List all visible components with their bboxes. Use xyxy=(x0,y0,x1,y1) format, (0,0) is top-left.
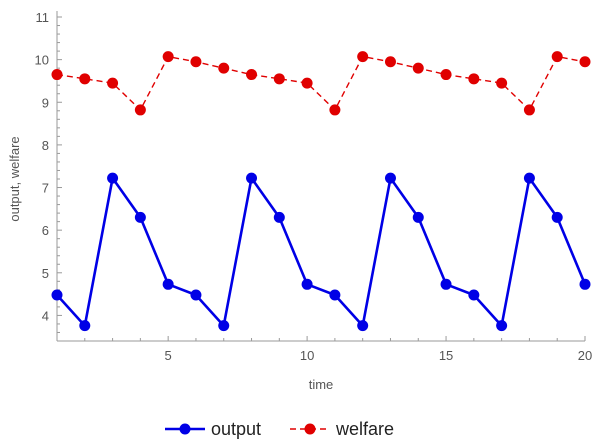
y-tick-label: 6 xyxy=(42,223,49,238)
data-point-welfare xyxy=(357,51,369,63)
x-tick-label: 10 xyxy=(300,348,314,363)
data-point-welfare xyxy=(523,104,535,116)
data-point-output xyxy=(162,278,174,290)
data-point-welfare xyxy=(190,56,202,68)
y-tick-label: 4 xyxy=(42,308,49,323)
data-point-welfare xyxy=(51,69,63,81)
data-point-output xyxy=(496,320,508,332)
legend-label-output: output xyxy=(211,419,261,439)
data-point-output xyxy=(440,278,452,290)
data-point-welfare xyxy=(468,73,480,85)
data-point-output xyxy=(357,320,369,332)
data-point-output xyxy=(523,172,535,184)
data-point-welfare xyxy=(218,62,230,74)
x-axis-title: time xyxy=(309,377,334,392)
data-point-output xyxy=(551,211,563,223)
y-tick-label: 10 xyxy=(35,53,49,68)
data-point-output xyxy=(301,278,313,290)
legend-marker-welfare xyxy=(304,423,316,435)
y-tick-label: 5 xyxy=(42,266,49,281)
legend-label-welfare: welfare xyxy=(335,419,394,439)
data-point-welfare xyxy=(440,69,452,81)
series-layer xyxy=(51,51,591,332)
data-point-welfare xyxy=(496,77,508,89)
data-point-output xyxy=(384,172,396,184)
data-point-output xyxy=(218,320,230,332)
data-point-output xyxy=(79,320,91,332)
x-tick-label: 5 xyxy=(165,348,172,363)
data-point-welfare xyxy=(79,73,91,85)
data-point-welfare xyxy=(301,77,313,89)
legend: output welfare xyxy=(165,419,394,439)
data-point-output xyxy=(329,289,341,301)
data-point-output xyxy=(246,172,258,184)
legend-marker-output xyxy=(179,423,191,435)
data-point-welfare xyxy=(551,51,563,63)
data-point-output xyxy=(134,211,146,223)
data-point-welfare xyxy=(412,62,424,74)
data-point-welfare xyxy=(107,77,119,89)
data-point-welfare xyxy=(162,51,174,63)
data-point-output xyxy=(190,289,202,301)
y-axis-title: output, welfare xyxy=(7,136,22,221)
x-tick-label: 20 xyxy=(578,348,592,363)
data-point-welfare xyxy=(246,69,258,81)
x-tick-label: 15 xyxy=(439,348,453,363)
axes: 4 5 6 7 8 9 10 11 5 10 15 20 xyxy=(35,10,593,363)
data-point-output xyxy=(273,211,285,223)
legend-item-output: output xyxy=(165,419,261,439)
y-tick-label: 7 xyxy=(42,181,49,196)
data-point-output xyxy=(468,289,480,301)
data-point-welfare xyxy=(384,56,396,68)
data-point-welfare xyxy=(134,104,146,116)
data-point-output xyxy=(412,211,424,223)
y-tick-label: 11 xyxy=(36,10,50,25)
data-point-welfare xyxy=(579,56,591,68)
data-point-welfare xyxy=(329,104,341,116)
data-point-output xyxy=(51,289,63,301)
data-point-welfare xyxy=(273,73,285,85)
data-point-output xyxy=(107,172,119,184)
data-point-output xyxy=(579,278,591,290)
legend-item-welfare: welfare xyxy=(290,419,394,439)
y-tick-label: 8 xyxy=(42,138,49,153)
series-line-output xyxy=(56,176,587,328)
y-tick-label: 9 xyxy=(42,95,49,110)
